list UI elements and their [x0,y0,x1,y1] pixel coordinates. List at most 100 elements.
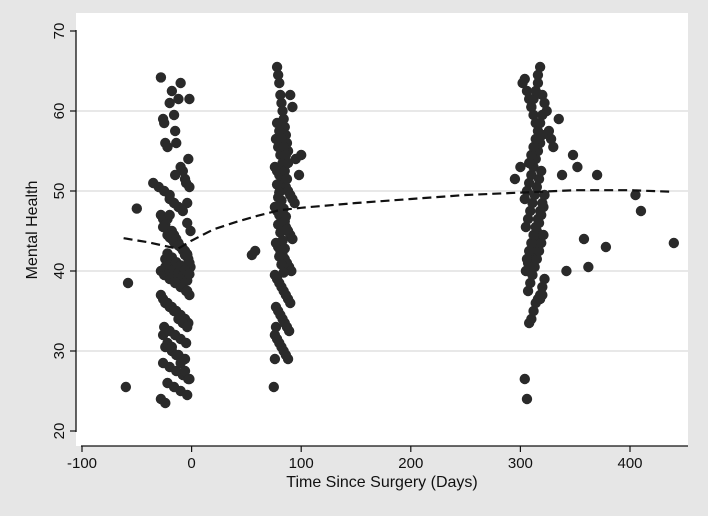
x-axis-title: Time Since Surgery (Days) [286,474,477,491]
data-point [526,313,537,325]
data-point [525,277,536,289]
data-point [268,381,279,393]
data-point [515,161,526,173]
data-point [530,133,541,145]
data-point [182,389,193,401]
data-point [182,321,193,333]
data-point [529,261,540,273]
data-point [285,89,296,101]
data-point [509,173,521,185]
data-point [283,325,295,337]
data-point [162,141,173,153]
data-point [281,224,293,235]
x-tick-label: 400 [617,455,642,472]
data-point [175,161,186,173]
data-point [530,85,541,97]
trend-line-group [123,189,674,250]
data-point [521,253,533,265]
data-point [277,105,288,117]
x-tick-label: 0 [187,455,195,472]
data-point [274,125,285,137]
y-axis-title: Mental Health [24,181,41,280]
data-point [166,341,178,353]
data-point [521,393,533,405]
data-point [271,61,283,73]
data-point [583,261,594,273]
data-point [296,149,307,161]
data-point [169,125,181,137]
x-tick-label: 100 [289,455,314,472]
data-point [184,373,195,385]
data-point [184,269,195,280]
data-point [274,251,285,262]
data-point [522,285,534,297]
data-point [630,189,641,201]
data-point [527,269,538,281]
data-point [175,357,186,369]
data-point [171,137,182,149]
data-point [519,193,530,205]
data-point [537,197,548,209]
data-point [120,381,132,393]
data-point [521,85,533,97]
data-point [528,109,539,121]
data-point [528,229,539,241]
data-point [519,73,530,85]
data-point [131,203,142,214]
data-point [523,157,535,169]
data-point [528,93,539,105]
data-point [567,149,579,161]
data-point [166,85,178,97]
data-point [184,181,195,193]
y-tick-label: 70 [51,23,68,40]
data-point [534,205,546,217]
data-point [539,273,550,285]
data-point [289,197,300,209]
data-point [269,353,281,365]
data-point [521,185,533,197]
data-point [591,169,603,181]
data-point [275,200,286,211]
data-point [164,97,175,109]
data-point [173,93,184,105]
data-point [537,109,548,121]
axes: 20 30 40 50 60 70 -100 0 100 200 300 400 [51,23,688,472]
data-point [249,245,261,257]
data-point [287,233,298,245]
data-point [171,349,182,361]
data-point [532,77,544,89]
data-point [281,173,293,185]
data-point [282,157,294,169]
data-point [168,305,180,317]
data-point [522,213,534,225]
data-point [561,265,572,277]
data-point [164,189,175,201]
data-point [169,169,181,181]
data-point [182,249,193,260]
data-point [539,97,550,109]
data-point [159,117,170,129]
data-point [523,177,535,189]
x-tick-label: 200 [398,455,423,472]
x-tick-label: 300 [508,455,533,472]
data-point [122,277,134,289]
data-point [272,192,284,203]
data-point [278,141,289,153]
data-point [155,72,167,83]
data-point [523,245,535,257]
data-point [157,329,169,341]
data-point [279,216,290,227]
data-point [272,69,284,81]
y-tick-label: 20 [51,423,68,440]
data-point [545,133,557,145]
data-point [182,197,193,209]
data-point [600,241,612,253]
data-point [278,267,289,278]
data-point [274,77,285,89]
data-point [287,101,298,113]
y-tick-label: 40 [51,263,68,280]
data-point [527,197,538,209]
data-point [548,141,559,153]
data-point [537,289,548,301]
data-point [538,229,549,241]
